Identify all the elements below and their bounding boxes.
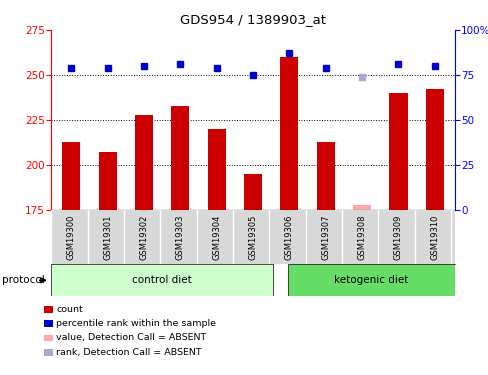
Bar [280, 57, 298, 210]
Bar [135, 115, 153, 210]
Text: value, Detection Call = ABSENT: value, Detection Call = ABSENT [56, 333, 206, 342]
Text: GSM19307: GSM19307 [321, 214, 329, 260]
Title: GDS954 / 1389903_at: GDS954 / 1389903_at [180, 13, 325, 26]
Bar [287, 264, 454, 296]
Bar [388, 93, 407, 210]
Text: GSM19303: GSM19303 [176, 214, 184, 260]
Text: ketogenic diet: ketogenic diet [333, 275, 407, 285]
Text: percentile rank within the sample: percentile rank within the sample [56, 319, 216, 328]
Text: GSM19301: GSM19301 [103, 214, 112, 260]
Text: GSM19308: GSM19308 [357, 214, 366, 260]
Bar [171, 106, 189, 210]
Text: GSM19300: GSM19300 [67, 214, 76, 260]
Text: GSM19310: GSM19310 [429, 214, 438, 260]
Text: GSM19309: GSM19309 [393, 214, 402, 260]
Bar [352, 205, 370, 210]
Text: GSM19306: GSM19306 [285, 214, 293, 260]
Text: rank, Detection Call = ABSENT: rank, Detection Call = ABSENT [56, 348, 202, 357]
Text: control diet: control diet [132, 275, 192, 285]
Bar [207, 129, 225, 210]
Text: GSM19304: GSM19304 [212, 214, 221, 260]
Bar [244, 174, 262, 210]
Bar [425, 89, 443, 210]
Text: GSM19302: GSM19302 [139, 214, 148, 260]
Text: protocol: protocol [2, 275, 45, 285]
Bar [62, 142, 80, 210]
Text: count: count [56, 305, 83, 314]
Bar [51, 264, 272, 296]
Text: GSM19305: GSM19305 [248, 214, 257, 260]
Bar [99, 152, 117, 210]
Bar [316, 142, 334, 210]
